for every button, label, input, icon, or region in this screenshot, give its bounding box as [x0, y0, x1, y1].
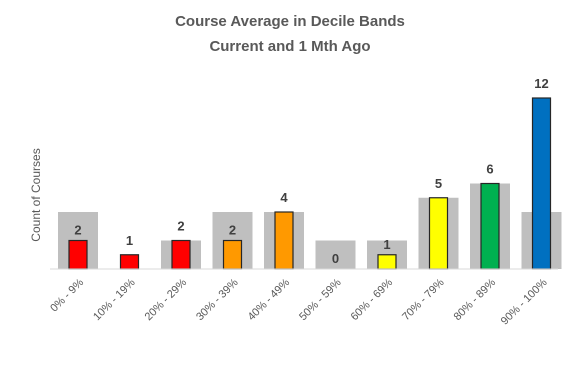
bar-current-7: [428, 197, 449, 270]
data-label-2: 2: [177, 219, 184, 234]
bar-current-8: [480, 182, 500, 270]
x-tick-label-0: 0% - 9%: [48, 276, 86, 314]
x-tick-label-4: 40% - 49%: [246, 276, 293, 323]
data-label-3: 2: [229, 223, 236, 238]
x-tick-label-7: 70% - 79%: [400, 276, 447, 323]
x-tick-label-1: 10% - 19%: [91, 276, 138, 323]
data-label-6: 1: [383, 237, 390, 252]
y-axis-label: Count of Courses: [29, 148, 43, 241]
x-tick-label-3: 30% - 39%: [194, 276, 241, 323]
data-label-5: 0: [332, 251, 339, 266]
x-tick-label-9: 90% - 100%: [499, 276, 550, 327]
data-label-1: 1: [126, 233, 133, 248]
chart-subtitle: Current and 1 Mth Ago: [209, 38, 370, 55]
bar-previous-5: [315, 240, 356, 269]
x-tick-labels-layer: 0% - 9% 10% - 19% 20% - 29% 30% - 39% 40% - …: [48, 276, 550, 327]
data-label-0: 2: [74, 223, 81, 238]
data-label-9: 12: [534, 76, 548, 91]
bar-current-4: [274, 211, 294, 270]
x-tick-label-5: 50% - 59%: [297, 276, 344, 323]
data-label-4: 4: [280, 190, 288, 205]
bar-current-3: [222, 239, 243, 270]
x-tick-label-2: 20% - 29%: [143, 276, 190, 323]
bar-current-2: [171, 239, 191, 270]
bar-current-9: [531, 97, 552, 270]
x-tick-label-6: 60% - 69%: [349, 276, 396, 323]
bar-current-0: [68, 239, 88, 270]
bar-current-1: [119, 254, 140, 270]
bar-current-6: [377, 254, 397, 270]
data-label-8: 6: [486, 162, 493, 177]
bars-layer: [58, 97, 562, 270]
x-tick-label-8: 80% - 89%: [452, 276, 499, 323]
chart-title: Course Average in Decile Bands: [175, 13, 405, 30]
data-label-7: 5: [435, 176, 442, 191]
